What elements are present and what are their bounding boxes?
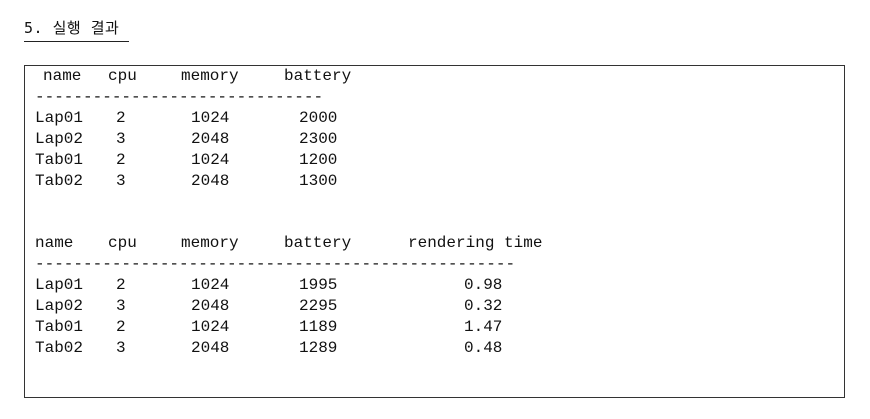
table-separator: ----------------------------------------… (35, 255, 516, 273)
cell-memory: 2048 (191, 297, 230, 315)
header-name: name (43, 67, 82, 85)
cell-cpu: 2 (116, 276, 126, 294)
table-separator: ------------------------------ (35, 88, 324, 106)
execution-output-box: name cpu memory battery ----------------… (24, 65, 845, 398)
table-row: Tab02 3 2048 1300 (35, 171, 337, 192)
cell-cpu: 2 (116, 151, 126, 169)
table-row: Lap01 2 1024 1995 0.98 (35, 275, 515, 296)
cell-cpu: 3 (116, 339, 126, 357)
header-battery: battery (284, 67, 352, 85)
cell-name: Lap01 (35, 109, 84, 127)
cell-cpu: 3 (116, 172, 126, 190)
cell-cpu: 3 (116, 297, 126, 315)
cell-battery: 1995 (299, 276, 338, 294)
cell-rendering-time: 0.48 (464, 339, 503, 357)
result-table-2: name cpu memory battery rendering time -… (35, 233, 542, 359)
table-header-row: name cpu memory battery (35, 66, 351, 87)
cell-memory: 1024 (191, 151, 230, 169)
cell-battery: 1289 (299, 339, 338, 357)
cell-battery: 1300 (299, 172, 338, 190)
cell-battery: 2300 (299, 130, 338, 148)
cell-name: Lap02 (35, 297, 84, 315)
header-cpu: cpu (108, 234, 137, 252)
table-row: Tab02 3 2048 1289 0.48 (35, 338, 515, 359)
cell-memory: 2048 (191, 339, 230, 357)
cell-name: Lap01 (35, 276, 84, 294)
cell-rendering-time: 0.98 (464, 276, 503, 294)
cell-memory: 2048 (191, 130, 230, 148)
cell-battery: 2000 (299, 109, 338, 127)
cell-battery: 1189 (299, 318, 338, 336)
cell-name: Lap02 (35, 130, 84, 148)
cell-memory: 1024 (191, 109, 230, 127)
header-name: name (35, 234, 74, 252)
cell-battery: 2295 (299, 297, 338, 315)
header-battery: battery (284, 234, 352, 252)
header-memory: memory (181, 234, 239, 252)
cell-name: Tab02 (35, 172, 84, 190)
table-row: Lap02 3 2048 2300 (35, 129, 337, 150)
cell-memory: 1024 (191, 276, 230, 294)
cell-name: Tab01 (35, 318, 84, 336)
cell-memory: 1024 (191, 318, 230, 336)
table-row: Lap01 2 1024 2000 (35, 108, 337, 129)
cell-cpu: 2 (116, 318, 126, 336)
cell-name: Tab01 (35, 151, 84, 169)
cell-memory: 2048 (191, 172, 230, 190)
cell-cpu: 3 (116, 130, 126, 148)
cell-rendering-time: 0.32 (464, 297, 503, 315)
cell-battery: 1200 (299, 151, 338, 169)
cell-rendering-time: 1.47 (464, 318, 503, 336)
section-heading: 5. 실행 결과 (24, 17, 130, 42)
cell-name: Tab02 (35, 339, 84, 357)
table-header-row: name cpu memory battery rendering time (35, 233, 542, 254)
table-row: Tab01 2 1024 1200 (35, 150, 337, 171)
result-table-1: name cpu memory battery ----------------… (35, 66, 351, 192)
header-memory: memory (181, 67, 239, 85)
cell-cpu: 2 (116, 109, 126, 127)
table-row: Lap02 3 2048 2295 0.32 (35, 296, 515, 317)
table-row: Tab01 2 1024 1189 1.47 (35, 317, 515, 338)
header-rendering-time: rendering time (408, 234, 543, 252)
header-cpu: cpu (108, 67, 137, 85)
